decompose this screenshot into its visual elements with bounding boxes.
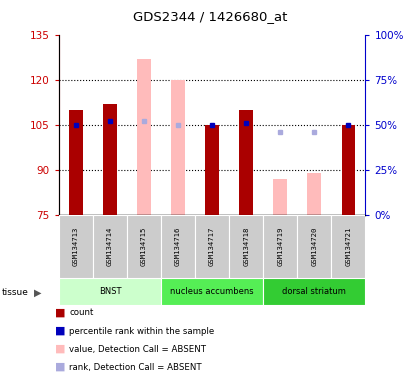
Text: tissue: tissue: [2, 288, 29, 298]
Text: percentile rank within the sample: percentile rank within the sample: [69, 326, 215, 336]
Bar: [239, 110, 253, 215]
Bar: [69, 110, 83, 215]
Text: ■: ■: [55, 362, 65, 372]
Bar: [263, 278, 365, 305]
Text: GSM134721: GSM134721: [345, 227, 352, 266]
Text: GSM134719: GSM134719: [277, 227, 283, 266]
Bar: [297, 215, 331, 278]
Text: rank, Detection Call = ABSENT: rank, Detection Call = ABSENT: [69, 362, 202, 372]
Bar: [331, 215, 365, 278]
Bar: [127, 215, 161, 278]
Bar: [171, 80, 185, 215]
Text: GSM134713: GSM134713: [73, 227, 79, 266]
Bar: [229, 215, 263, 278]
Bar: [205, 125, 219, 215]
Text: ■: ■: [55, 308, 65, 318]
Bar: [59, 278, 161, 305]
Text: GSM134716: GSM134716: [175, 227, 181, 266]
Text: nucleus accumbens: nucleus accumbens: [170, 287, 254, 296]
Bar: [161, 215, 195, 278]
Bar: [137, 59, 151, 215]
Text: dorsal striatum: dorsal striatum: [282, 287, 346, 296]
Text: GSM134718: GSM134718: [243, 227, 249, 266]
Bar: [341, 125, 355, 215]
Bar: [195, 215, 229, 278]
Bar: [161, 278, 263, 305]
Bar: [273, 179, 287, 215]
Text: value, Detection Call = ABSENT: value, Detection Call = ABSENT: [69, 344, 206, 354]
Bar: [59, 215, 93, 278]
Text: count: count: [69, 308, 94, 318]
Text: GSM134714: GSM134714: [107, 227, 113, 266]
Text: ■: ■: [55, 326, 65, 336]
Bar: [93, 215, 127, 278]
Text: GSM134720: GSM134720: [311, 227, 317, 266]
Text: BNST: BNST: [99, 287, 121, 296]
Text: GSM134715: GSM134715: [141, 227, 147, 266]
Text: ■: ■: [55, 344, 65, 354]
Text: ▶: ▶: [34, 288, 42, 298]
Text: GSM134717: GSM134717: [209, 227, 215, 266]
Text: GDS2344 / 1426680_at: GDS2344 / 1426680_at: [133, 10, 287, 23]
Bar: [263, 215, 297, 278]
Bar: [307, 173, 321, 215]
Bar: [103, 104, 117, 215]
